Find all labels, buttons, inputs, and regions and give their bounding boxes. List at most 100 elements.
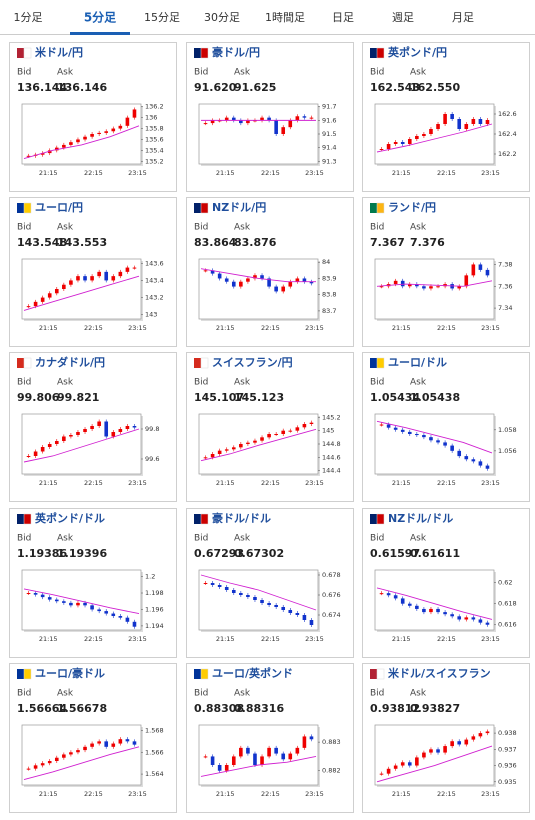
pair-title[interactable]: ユーロ/円 <box>35 201 83 214</box>
tab[interactable]: 30分足 <box>204 11 240 24</box>
pair-title[interactable]: 英ポンド/円 <box>387 45 447 59</box>
x-tick-label: 21:15 <box>39 479 58 487</box>
pair-title[interactable]: スイスフラン/円 <box>212 356 293 369</box>
pair-title[interactable]: ユーロ/豪ドル <box>35 666 105 680</box>
candle <box>407 284 412 287</box>
x-tick-label: 21:15 <box>39 324 58 332</box>
candle <box>429 286 433 289</box>
pair-title[interactable]: NZドル/ドル <box>388 512 453 525</box>
candle <box>210 454 215 458</box>
bid-label: Bid <box>194 534 208 544</box>
candle <box>386 768 391 774</box>
tab[interactable]: 日足 <box>332 11 354 24</box>
chart-frame <box>21 258 142 320</box>
moving-average <box>200 428 317 462</box>
tab[interactable]: 5分足 <box>84 10 116 25</box>
pair-title[interactable]: 米ドル/スイスフラン <box>387 666 491 680</box>
bid-value: 91.620 <box>194 81 237 94</box>
candle <box>239 747 243 757</box>
candle <box>274 434 278 435</box>
tab[interactable]: 週足 <box>392 11 414 24</box>
candle <box>274 286 278 292</box>
pair-title[interactable]: カナダドル/円 <box>35 355 105 369</box>
candle <box>97 132 101 134</box>
candle <box>267 747 271 757</box>
candle <box>485 120 490 124</box>
flag-icon-half <box>376 513 385 525</box>
candle <box>62 601 66 603</box>
candle <box>464 275 469 287</box>
candle <box>104 131 109 133</box>
pair-title[interactable]: 英ポンド/ドル <box>34 511 105 525</box>
pair-title[interactable]: 豪ドル/円 <box>212 45 260 59</box>
pair-title[interactable]: ランド/円 <box>388 201 436 214</box>
y-tick-label: 144.8 <box>322 440 341 448</box>
candle <box>203 457 208 459</box>
candle <box>33 301 38 307</box>
candle <box>400 429 405 432</box>
tab[interactable]: 1分足 <box>14 11 43 24</box>
candle <box>40 447 45 452</box>
pair-title[interactable]: 米ドル/円 <box>34 45 83 59</box>
bid-value: 136.144 <box>17 81 67 94</box>
candle <box>203 270 208 272</box>
y-tick-label: 143.6 <box>145 259 164 267</box>
candle <box>379 149 384 150</box>
candle <box>47 150 52 154</box>
bid-value: 1.05434 <box>370 391 420 404</box>
candle <box>90 134 94 137</box>
pair-title[interactable]: ユーロ/英ポンド <box>212 666 293 680</box>
candle <box>125 739 130 742</box>
x-tick-label: 21:15 <box>39 169 58 177</box>
pair-title[interactable]: NZドル/円 <box>212 201 266 214</box>
candle <box>400 142 405 144</box>
candle <box>379 424 384 426</box>
candle <box>97 271 101 277</box>
candle <box>33 765 38 769</box>
chart-frame <box>21 103 142 165</box>
moving-average <box>200 574 317 611</box>
candle <box>422 435 426 438</box>
y-tick-label: 0.883 <box>322 738 341 746</box>
candle <box>295 747 300 754</box>
candle <box>118 739 123 744</box>
candle <box>26 593 31 595</box>
bid-value: 145.107 <box>194 391 244 404</box>
y-tick-label: 1.564 <box>145 770 164 778</box>
candle <box>400 598 405 604</box>
y-tick-label: 0.935 <box>498 778 517 786</box>
candle <box>104 611 109 614</box>
candle <box>457 119 462 129</box>
tab[interactable]: 15分足 <box>144 11 180 24</box>
chart-frame <box>374 258 495 320</box>
y-tick-label: 83.7 <box>322 307 336 315</box>
candle <box>274 120 278 134</box>
y-tick-label: 83.8 <box>322 291 336 299</box>
tab[interactable]: 月足 <box>452 11 474 24</box>
candle <box>386 593 391 596</box>
candle <box>231 281 236 287</box>
chart-frame <box>198 413 319 475</box>
candle <box>302 278 307 282</box>
candle <box>429 608 433 613</box>
candle <box>443 746 447 753</box>
pair-title[interactable]: 豪ドル/ドル <box>212 511 271 525</box>
candle <box>450 114 454 119</box>
rate-panel[interactable]: ランド/円 Bid Ask 7.367 7.376 7.38 7.36 7.34 21:15 22… <box>362 197 530 347</box>
pair-title[interactable]: ユーロ/ドル <box>388 356 447 369</box>
tab[interactable]: 1時間足 <box>265 11 305 24</box>
